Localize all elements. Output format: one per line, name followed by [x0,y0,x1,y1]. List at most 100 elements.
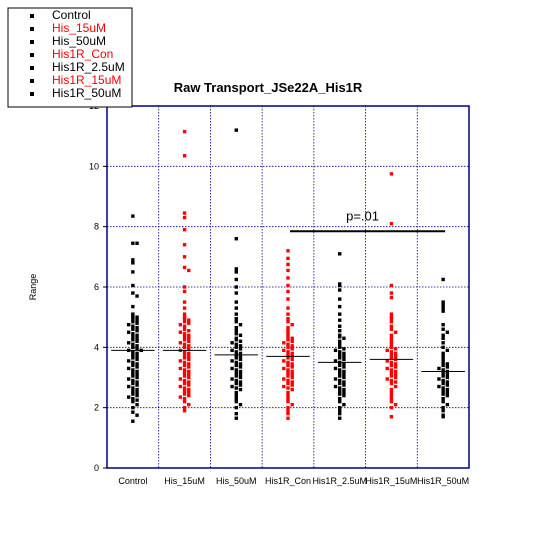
point-2-56 [238,402,243,407]
point-0-23 [131,332,135,336]
point-1-3 [182,215,187,220]
point-4-54 [338,416,342,420]
point-4-37 [338,378,342,383]
point-6-4 [441,309,445,313]
point-1-57 [182,381,187,386]
point-3-28 [286,353,290,357]
y-axis: 024681012 [89,101,107,473]
point-0-3 [131,258,135,262]
point-2-45 [234,378,238,383]
point-5-12 [389,333,394,337]
point-1-46 [187,365,191,369]
point-6-9 [441,336,445,340]
point-1-31 [182,342,187,347]
point-3-30 [286,356,290,360]
point-0-21 [135,329,139,333]
point-2-9 [234,312,238,316]
point-2-38 [234,368,238,372]
point-4-24 [333,359,338,363]
point-0-50 [131,371,135,375]
point-3-5 [286,283,290,288]
point-2-48 [238,383,243,387]
legend-box [7,7,133,108]
point-4-28 [342,365,346,369]
point-5-34 [393,372,398,377]
point-3-18 [286,338,290,342]
point-6-25 [441,374,445,378]
point-1-22 [187,329,191,333]
point-5-30 [385,366,389,371]
point-1-64 [182,392,187,396]
point-1-55 [182,378,187,383]
point-5-9 [389,324,394,328]
point-2-43 [238,375,243,380]
point-3-56 [290,402,294,407]
point-4-36 [333,377,338,381]
point-2-32 [230,359,234,363]
data-points [126,128,450,423]
point-6-33 [441,386,445,390]
point-3-2 [286,262,290,267]
point-2-23 [234,345,238,350]
point-1-23 [178,330,183,334]
x-tick-label-2: His_50uM [216,476,257,486]
point-0-55 [131,378,135,383]
point-0-39 [135,354,139,359]
point-2-36 [238,365,243,369]
legend-label-3: His1R_Con [52,47,113,61]
point-0-0 [131,214,135,218]
point-3-47 [286,381,290,386]
point-0-11 [131,313,135,318]
legend-marker-1 [30,27,34,31]
point-6-37 [441,392,445,396]
point-6-38 [445,393,450,398]
point-1-66 [178,395,183,399]
point-3-45 [286,378,290,383]
point-1-71 [182,408,187,413]
point-3-22 [290,344,294,348]
point-5-15 [389,342,394,347]
point-4-8 [338,324,342,328]
point-2-25 [230,348,234,353]
point-5-46 [389,399,394,404]
point-6-15 [441,357,445,362]
point-1-18 [187,321,191,325]
point-5-27 [393,362,398,366]
legend-marker-0 [30,14,34,18]
point-3-10 [286,316,290,321]
point-3-8 [286,306,290,310]
point-5-26 [389,360,394,365]
point-6-27 [437,377,441,381]
point-4-35 [342,375,346,380]
legend-label-0: Control [52,8,91,22]
point-0-36 [131,350,135,354]
point-6-14 [441,354,445,359]
point-6-1 [441,300,445,304]
point-1-70 [182,405,187,410]
point-3-27 [290,351,294,356]
point-0-74 [131,419,135,423]
point-6-24 [445,372,450,377]
point-2-46 [238,380,243,384]
point-5-39 [393,380,398,384]
point-0-72 [131,410,135,414]
point-0-69 [131,399,135,404]
point-0-6 [131,283,135,288]
point-3-41 [290,372,294,377]
point-2-41 [238,372,243,377]
point-4-17 [333,348,338,353]
point-1-17 [182,319,187,324]
point-0-53 [135,375,139,380]
legend-marker-4 [30,66,34,70]
legend: ControlHis_15uMHis_50uMHis1R_ConHis1R_2.… [7,7,133,108]
point-1-69 [187,402,191,407]
point-0-29 [126,341,131,345]
point-0-61 [135,387,139,392]
point-6-32 [437,384,441,389]
point-1-11 [182,300,187,304]
point-4-0 [338,252,342,256]
point-2-19 [238,339,243,343]
point-0-2 [135,241,139,245]
point-3-15 [286,332,290,336]
point-0-31 [135,344,139,348]
